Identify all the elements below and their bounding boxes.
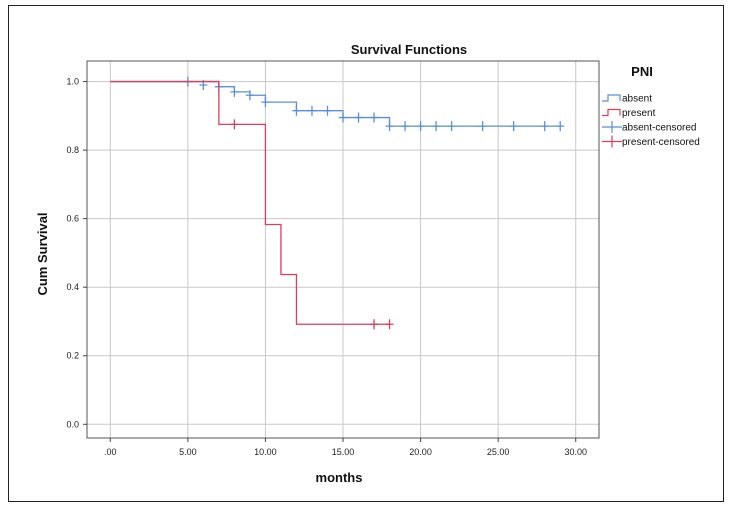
- x-tick-label: 30.00: [564, 447, 587, 457]
- series-layer: [110, 76, 565, 330]
- series-absent-censor-mark: [323, 105, 332, 116]
- series-absent-censor-mark: [385, 121, 394, 132]
- legend: PNI absent present absent-censored present-…: [602, 64, 700, 148]
- series-absent-censor-mark: [261, 97, 270, 108]
- legend-label-present-censored: present-censored: [622, 137, 700, 148]
- legend-title: PNI: [631, 64, 653, 79]
- y-tick-label: 0.2: [66, 351, 79, 361]
- legend-swatch-present: [602, 108, 621, 117]
- x-tick-label: 20.00: [409, 447, 432, 457]
- x-tick-label: 15.00: [332, 447, 355, 457]
- series-absent-censor-mark: [245, 90, 254, 101]
- legend-swatch-present-censored: [602, 135, 622, 148]
- y-tick-label: 0.6: [66, 214, 79, 224]
- series-absent-censor-mark: [416, 121, 425, 132]
- series-present-censor-mark: [370, 319, 379, 330]
- axes: .00 5.00 10.00 15.00 20.00 25.00 30.00 0.0 0.2 0.…: [66, 60, 600, 457]
- y-tick-label: 0.4: [66, 282, 79, 292]
- series-absent-censor-mark: [556, 121, 565, 132]
- x-axis-label: months: [316, 470, 363, 485]
- series-absent-censor-mark: [509, 121, 518, 132]
- series-absent-censor-mark: [478, 121, 487, 132]
- series-absent-censor-mark: [230, 86, 239, 97]
- y-tick-label: 0.0: [66, 419, 79, 429]
- survival-chart: .00 5.00 10.00 15.00 20.00 25.00 30.00 0.0 0.2 0.…: [35, 42, 700, 485]
- series-absent-censor-mark: [307, 105, 316, 116]
- series-absent-line: [110, 80, 561, 127]
- series-present-censor-mark: [230, 119, 239, 130]
- legend-label-absent: absent: [622, 94, 652, 105]
- series-present-censor-mark: [385, 319, 394, 330]
- series-absent-censor-mark: [354, 112, 363, 123]
- series-absent-censor-mark: [292, 105, 301, 116]
- series-present-line: [110, 80, 390, 325]
- chart-frame: .00 5.00 10.00 15.00 20.00 25.00 30.00 0.0 0.2 0.…: [8, 5, 724, 502]
- series-absent-censor-mark: [447, 121, 456, 132]
- x-tick-label: .00: [104, 447, 117, 457]
- x-tick-label: 10.00: [254, 447, 277, 457]
- series-absent-censor-mark: [339, 112, 347, 123]
- y-tick-label: 1.0: [66, 77, 79, 87]
- y-axis-label: Cum Survival: [35, 212, 50, 295]
- x-tick-label: 25.00: [487, 447, 510, 457]
- x-tick-label: 5.00: [179, 447, 197, 457]
- y-tick-label: 0.8: [66, 145, 79, 155]
- series-absent-censor-mark: [401, 121, 410, 132]
- series-absent-censor-mark: [432, 121, 441, 132]
- chart-title: Survival Functions: [351, 42, 467, 57]
- legend-label-absent-censored: absent-censored: [622, 123, 697, 134]
- legend-swatch-absent: [602, 94, 621, 102]
- series-absent-censor-mark: [540, 121, 549, 132]
- series-absent-censor-mark: [370, 112, 379, 123]
- legend-swatch-absent-censored: [602, 121, 622, 133]
- legend-label-present: present: [622, 108, 656, 119]
